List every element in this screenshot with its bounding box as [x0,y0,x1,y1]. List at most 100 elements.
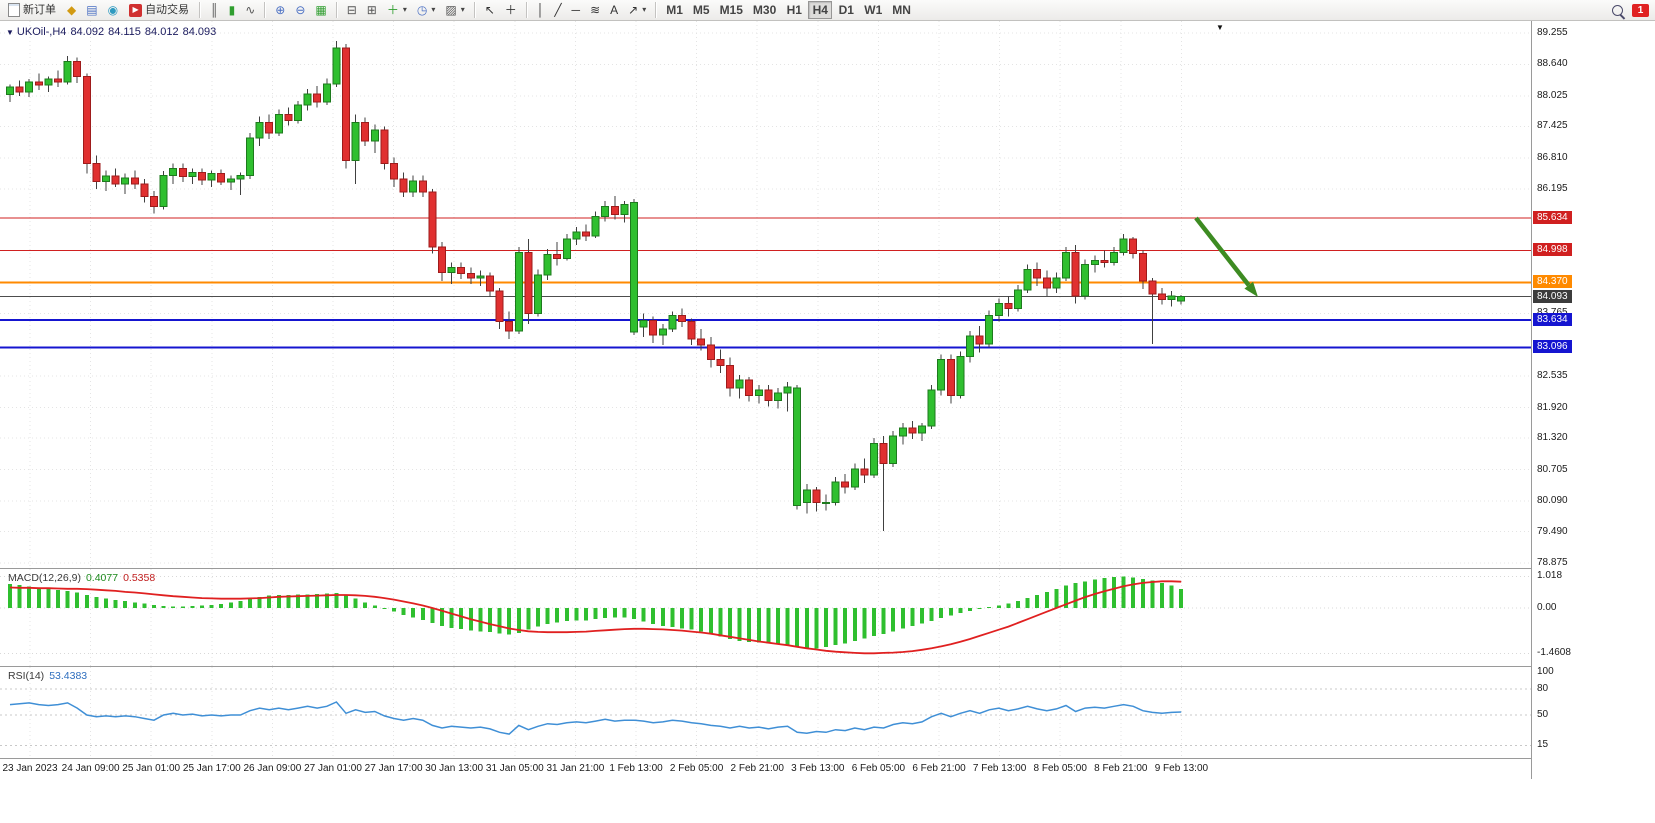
rsi-tick-label: 15 [1537,739,1549,751]
arrows-icon: ↗ [628,3,639,17]
price-level-badge: 83.096 [1533,340,1572,354]
chevron-down-icon: ▾ [402,5,407,14]
rsi-label: RSI(14) 53.4383 [8,670,87,682]
annotation-arrow[interactable] [1194,216,1251,287]
charts-window-button[interactable]: ▤ [82,1,101,19]
price-tick-label: 82.535 [1537,370,1568,382]
price-tick-label: 81.920 [1537,401,1568,413]
new-order-button[interactable]: 新订单 [3,1,61,19]
collapse-triangle-icon[interactable]: ▼ [6,28,14,37]
tile-windows-icon: ⊞ [366,3,377,17]
search-icon [1612,4,1623,16]
arrows-tool-button[interactable]: ↗ ▾ [624,1,650,19]
new-order-icon [8,3,20,17]
time-tick-label: 3 Feb 13:00 [791,763,845,774]
indicators-window-button[interactable]: ⊟ [343,1,361,19]
timeframe-button-h4[interactable]: H4 [808,1,833,19]
text-tool-button[interactable]: A [606,1,622,19]
timeframe-button-w1[interactable]: W1 [860,1,886,19]
funds-icon: ◆ [67,3,77,17]
rsi-indicator-canvas[interactable] [0,667,1531,758]
grid-button[interactable]: ▦ [311,1,330,19]
funds-button[interactable]: ◆ [63,1,80,19]
price-tick-label: 80.705 [1537,463,1568,475]
zoom-in-button[interactable]: ⊕ [271,1,289,19]
candlestick-chart-button[interactable]: ▮ [225,1,240,19]
time-tick-label: 31 Jan 05:00 [485,763,544,774]
time-tick-label: 25 Jan 01:00 [122,763,181,774]
community-button[interactable]: ◉ [104,1,122,19]
timeframe-button-m15[interactable]: M15 [716,1,747,19]
cursor-icon: ↖ [484,3,495,17]
fibonacci-tool-button[interactable]: ≋ [586,1,604,19]
panel-separator[interactable] [0,758,1655,759]
vertical-line-tool-button[interactable]: │ [533,1,549,19]
timeframe-button-m30[interactable]: M30 [749,1,780,19]
trendline-tool-button[interactable]: ╱ [550,1,565,19]
search-button[interactable] [1608,1,1627,19]
toolbar-separator [525,2,528,18]
text-label-icon: A [610,3,619,17]
timeframe-button-mn[interactable]: MN [888,1,915,19]
panel-separator[interactable] [0,666,1655,667]
time-tick-label: 2 Feb 05:00 [669,763,724,774]
charts-window-icon: ▤ [86,3,98,17]
macd-tick-label: 1.018 [1537,570,1563,582]
macd-signal-value: 0.5358 [123,572,156,584]
price-axis-border [1531,21,1532,779]
horizontal-line-tool-button[interactable]: ─ [568,1,585,19]
time-tick-label: 30 Jan 13:00 [425,763,484,774]
bar-chart-icon: ║ [210,3,219,17]
price-tick-label: 80.090 [1537,494,1568,506]
time-tick-label: 26 Jan 09:00 [243,763,302,774]
time-axis[interactable]: 23 Jan 2023 24 Jan 09:00 25 Jan 01:00 25 Ja… [0,759,1531,779]
time-tick-label: 6 Feb 21:00 [912,763,966,774]
price-level-badge: 84.998 [1533,243,1572,257]
crosshair-icon: ＋ [504,3,517,17]
bar-chart-button[interactable]: ║ [206,1,223,19]
macd-tick-label: 0.00 [1537,602,1557,613]
indicators-window-icon: ⊟ [346,3,357,17]
line-chart-icon: ∿ [245,3,256,17]
toolbar-separator [655,2,658,18]
toolbar-separator [473,2,476,18]
timeframe-button-m1[interactable]: M1 [662,1,687,19]
fibonacci-icon: ≋ [590,3,601,17]
community-icon: ◉ [107,3,119,17]
timeframe-button-d1[interactable]: D1 [834,1,858,19]
panel-separator[interactable] [0,568,1655,569]
vertical-line-icon: │ [536,3,545,17]
tile-windows-button[interactable]: ⊞ [363,1,381,19]
timeframe-button-m5[interactable]: M5 [689,1,714,19]
price-level-badge: 83.634 [1533,313,1572,326]
autotrade-button[interactable]: ▶ 自动交易 [124,1,194,19]
chart-shift-marker-icon[interactable]: ▼ [1216,23,1224,32]
add-indicator-button[interactable]: ＋ ▾ [383,1,411,19]
line-chart-button[interactable]: ∿ [241,1,259,19]
main-chart-canvas[interactable] [0,21,1531,568]
macd-value: 0.4077 [85,572,119,584]
price-axis[interactable]: 89.255 88.640 88.025 87.425 86.810 86.195 83.7… [1532,21,1655,779]
price-tick-label: 81.320 [1537,432,1568,444]
open-value: 84.092 [70,26,105,38]
period-button[interactable]: ◷ ▾ [413,1,440,19]
horizontal-line-icon: ─ [571,3,581,17]
price-level-badge: 84.093 [1533,289,1572,303]
rsi-name: RSI(14) [8,670,45,682]
time-tick-label: 24 Jan 09:00 [61,763,120,774]
crosshair-tool-button[interactable]: ＋ [501,1,521,19]
rsi-value: 53.4383 [49,670,88,682]
template-button[interactable]: ▨ ▾ [441,1,468,19]
zoom-out-button[interactable]: ⊖ [291,1,309,19]
price-tick-label: 83.765 [1537,307,1568,318]
price-tick-label: 86.810 [1537,151,1568,163]
zoom-out-icon: ⊖ [295,3,306,17]
cursor-tool-button[interactable]: ↖ [481,1,499,19]
notification-badge[interactable]: 1 [1632,3,1649,17]
new-order-label: 新订单 [23,4,56,16]
toolbar-separator [264,2,267,18]
macd-indicator-canvas[interactable] [0,569,1531,666]
price-level-badge: 85.634 [1533,210,1572,224]
rsi-tick-label: 50 [1537,709,1549,720]
timeframe-button-h1[interactable]: H1 [782,1,806,19]
